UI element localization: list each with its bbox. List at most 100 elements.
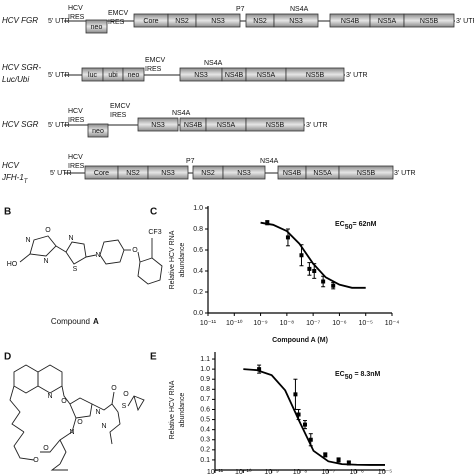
atom-label: S — [73, 266, 78, 273]
x-tick-label: 10⁻⁵ — [378, 469, 392, 474]
compound-d-structure — [9, 364, 145, 471]
segment-label: NS5B — [357, 170, 376, 177]
y-tick-label: 0.2 — [200, 447, 210, 454]
data-point — [302, 422, 307, 427]
data-point — [346, 460, 351, 465]
y-axis-title: Relative HCV RNA — [169, 380, 176, 439]
genome-segment — [195, 13, 241, 28]
utr-label: 3' UTR — [394, 170, 416, 177]
ires-label: IRES — [110, 112, 127, 119]
segment-label: NS2 — [201, 170, 215, 177]
panel-label: D — [4, 352, 11, 363]
atom-label: N — [69, 429, 74, 436]
segment-label: NS4B — [341, 18, 360, 25]
x-tick-label: 10⁻⁷ — [306, 320, 320, 327]
genome-name: HCV — [2, 161, 20, 170]
x-tick-label: 10⁻⁸ — [293, 469, 307, 474]
data-point — [257, 367, 262, 372]
atom-label: N — [95, 252, 100, 259]
segment-label: NS5A — [257, 72, 276, 79]
y-tick-label: 0.2 — [193, 289, 203, 296]
segment-label: NS4A — [172, 110, 191, 117]
genome-name: HCV FGR — [2, 16, 38, 25]
y-tick-label: 0.3 — [200, 437, 210, 444]
genome-segment — [403, 13, 455, 28]
panel-label: C — [150, 207, 157, 218]
data-point — [312, 269, 317, 273]
genome-segment — [85, 19, 108, 34]
annotation: EC50= 62nM — [335, 221, 377, 231]
ires-label: IRES — [108, 19, 125, 26]
data-point — [285, 235, 290, 240]
data-point — [321, 279, 326, 284]
segment-label: NS3 — [194, 72, 208, 79]
segment-label: NS3 — [289, 18, 303, 25]
segment-label: NS5A — [217, 122, 236, 129]
x-tick-label: 10⁻⁷ — [321, 469, 335, 474]
utr-label: 5' UTR — [50, 170, 72, 177]
segment-label: Core — [143, 18, 158, 25]
y-tick-label: 1.0 — [200, 366, 210, 373]
segment-label: NS5B — [306, 72, 325, 79]
atom-label: N — [101, 423, 106, 430]
atom-label: N — [25, 237, 30, 244]
x-tick-label: 10⁻⁵ — [359, 320, 373, 327]
utr-label: 5' UTR — [48, 72, 70, 79]
data-point — [331, 283, 336, 288]
genome-name: HCV SGR — [2, 120, 39, 129]
y-tick-label: 0.8 — [193, 226, 203, 233]
panel-label: B — [4, 207, 11, 218]
atom-label: O — [45, 227, 51, 234]
data-point — [336, 457, 341, 462]
segment-label: NS3 — [211, 18, 225, 25]
segment-label: NS2 — [253, 18, 267, 25]
atom-label: CF3 — [148, 229, 161, 236]
segment-label: NS5A — [313, 170, 332, 177]
x-tick-label: 10⁻⁸ — [280, 320, 294, 327]
annotation-subscript: 50 — [345, 224, 353, 231]
ires-label: HCV — [68, 5, 83, 12]
y-tick-label: 1.1 — [200, 356, 210, 363]
panel-label: E — [150, 352, 157, 363]
ires-label: HCV — [68, 108, 83, 115]
segment-label: NS4B — [283, 170, 302, 177]
segment-label: Core — [94, 170, 109, 177]
x-tick-label: 10⁻⁶ — [349, 469, 363, 474]
y-axis-title: abundance — [179, 393, 186, 428]
data-point — [299, 253, 304, 258]
segment-label: NS3 — [161, 170, 175, 177]
atom-label: O — [111, 385, 117, 392]
ires-label: IRES — [145, 66, 162, 73]
y-tick-label: 0.1 — [200, 457, 210, 464]
x-axis-title: Compound A (M) — [272, 337, 328, 344]
ires-label: HCV — [68, 154, 83, 161]
x-tick-label: 10⁻¹¹ — [200, 320, 217, 327]
utr-label: 3' UTR — [346, 72, 368, 79]
ires-label: IRES — [68, 117, 85, 124]
atom-label: O — [33, 457, 39, 464]
genome-name: JFH-1T — [1, 173, 29, 184]
segment-label: NS5B — [420, 18, 439, 25]
atom-label: O — [123, 391, 129, 398]
x-tick-label: 10⁻¹⁰ — [226, 319, 243, 327]
ires-label: EMCV — [145, 57, 166, 64]
segment-label: NS5B — [266, 122, 285, 129]
y-tick-label: 0.9 — [200, 376, 210, 383]
segment-label: neo — [91, 24, 103, 31]
atom-label: N — [43, 258, 48, 265]
segment-label: NS3 — [237, 170, 251, 177]
y-tick-label: 0.8 — [200, 386, 210, 393]
compound-a-structure — [19, 235, 163, 285]
atom-label: HO — [7, 261, 18, 268]
segment-label: NS5A — [378, 18, 397, 25]
genome-segment — [137, 117, 179, 132]
y-axis-title: Relative HCV RNA — [169, 230, 176, 289]
annotation-text: EC — [335, 371, 345, 378]
ires-label: EMCV — [110, 103, 131, 110]
data-point — [308, 437, 313, 442]
fit-curve — [243, 368, 385, 466]
atom-label: O — [61, 398, 67, 405]
genome-segment — [147, 165, 189, 180]
